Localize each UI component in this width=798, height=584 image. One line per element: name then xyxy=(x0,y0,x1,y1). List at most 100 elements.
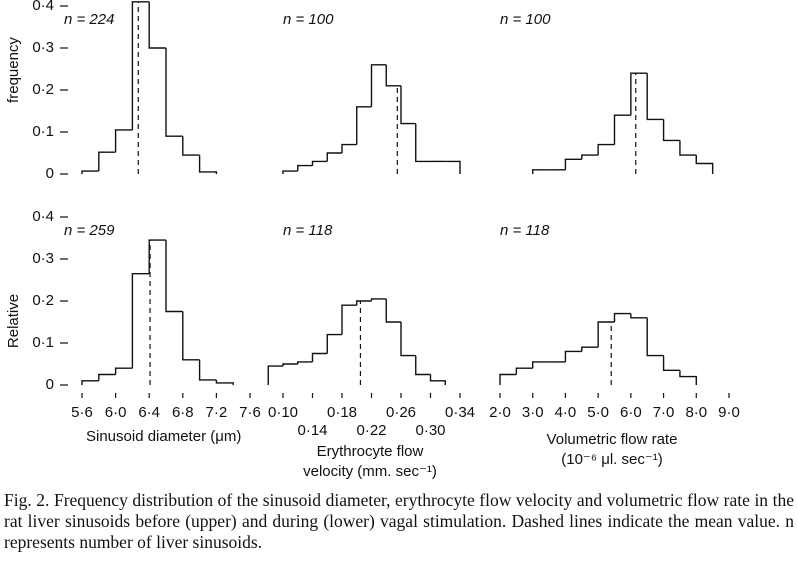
histogram-bin xyxy=(81,170,99,174)
histogram-bin xyxy=(445,160,461,174)
histogram-bin xyxy=(597,321,615,348)
histogram-bin xyxy=(198,359,217,381)
histogram-bin xyxy=(98,151,116,172)
x-axis-label: velocity (mm. sec⁻¹) xyxy=(303,463,437,480)
sample-size: n = 259 xyxy=(64,222,115,239)
histogram-bin xyxy=(662,119,680,142)
x-tick-label: 7·2 xyxy=(206,404,228,421)
y-axis-label: Relative xyxy=(5,294,22,348)
histogram-bin xyxy=(532,361,550,369)
histogram-bin xyxy=(81,380,99,385)
histogram-bin xyxy=(341,143,357,153)
x-tick-label: 0·30 xyxy=(415,422,445,439)
x-tick-label: 5·0 xyxy=(587,404,609,421)
histogram-bin xyxy=(182,311,200,361)
histogram-bin xyxy=(370,298,387,301)
x-tick-label: 6·0 xyxy=(105,404,127,421)
histogram-bin xyxy=(499,373,517,385)
x-tick-label: 3·0 xyxy=(522,404,544,421)
histogram-bin xyxy=(215,379,234,385)
y-tick-label: 0·3 xyxy=(32,250,54,267)
x-tick-label: 6·4 xyxy=(138,404,160,421)
histogram-bin xyxy=(581,154,599,160)
histogram-bin xyxy=(98,373,116,381)
x-tick-label: 0·10 xyxy=(268,404,298,421)
histogram-bin xyxy=(532,169,550,174)
histogram-bin xyxy=(385,298,401,323)
histogram-bin xyxy=(564,158,582,170)
sample-size: n = 118 xyxy=(283,222,333,239)
histogram-bin xyxy=(630,313,648,319)
sample-size: n = 100 xyxy=(500,11,551,28)
histogram-bin xyxy=(400,85,416,125)
x-axis-label: Volumetric flow rate xyxy=(547,431,678,448)
x-tick-label: 6·8 xyxy=(172,404,194,421)
y-tick-label: 0·4 xyxy=(32,208,54,225)
histogram-bin xyxy=(662,355,680,371)
histogram-bin xyxy=(311,160,328,166)
sample-size: n = 100 xyxy=(283,11,334,28)
histogram-bin xyxy=(581,346,599,352)
histogram-bin xyxy=(695,155,714,174)
x-tick-label: 2·0 xyxy=(489,404,511,421)
histogram-bin xyxy=(114,367,133,375)
histogram-bin xyxy=(297,361,313,364)
histogram-bin xyxy=(370,64,387,107)
y-tick-label: 0·1 xyxy=(32,334,54,351)
histogram-bin xyxy=(311,352,328,362)
histogram-bin xyxy=(356,106,372,145)
x-tick-label: 0·26 xyxy=(386,404,416,421)
histogram-bin xyxy=(198,155,218,174)
histogram-bin xyxy=(131,273,150,369)
histogram-bin xyxy=(326,152,342,162)
histogram-bin xyxy=(297,164,313,172)
histogram-bin xyxy=(326,333,342,354)
x-axis-label: (10⁻⁶ μl. sec⁻¹) xyxy=(561,451,663,468)
histogram-bin xyxy=(613,312,631,322)
histogram-bin xyxy=(515,367,533,375)
histogram-bin xyxy=(114,129,133,153)
histogram-bin xyxy=(613,114,631,145)
x-axis-label: Sinusoid diameter (μm) xyxy=(86,428,241,445)
caption: Fig. 2. Frequency distribution of the si… xyxy=(4,490,794,552)
x-tick-label: 7·6 xyxy=(239,404,261,421)
x-tick-label: 0·14 xyxy=(297,422,327,439)
x-axis-label: Erythrocyte flow xyxy=(317,443,424,460)
histogram-bin xyxy=(429,374,446,385)
x-tick-label: 6·0 xyxy=(620,404,642,421)
x-tick-label: 0·34 xyxy=(445,404,475,421)
y-axis-label: frequency xyxy=(5,37,22,103)
x-tick-label: 7·0 xyxy=(653,404,675,421)
histogram-bin xyxy=(341,304,357,335)
histogram-bin xyxy=(165,240,183,313)
x-tick-label: 4·0 xyxy=(555,404,577,421)
y-tick-label: 0·4 xyxy=(32,0,54,14)
x-tick-label: 8·0 xyxy=(685,404,707,421)
y-tick-label: 0·2 xyxy=(32,292,54,309)
x-tick-label: 9·0 xyxy=(718,404,740,421)
histogram-bin xyxy=(679,140,697,156)
histogram-bin xyxy=(148,239,166,274)
histogram-bin xyxy=(646,73,664,121)
histogram-bin xyxy=(597,143,615,156)
sample-size: n = 118 xyxy=(500,222,550,239)
x-tick-label: 5·6 xyxy=(71,404,93,421)
histogram-bin xyxy=(415,123,431,163)
histogram-bin xyxy=(165,48,183,137)
y-tick-label: 0·2 xyxy=(32,81,54,98)
histogram-bin xyxy=(267,365,283,385)
y-tick-label: 0 xyxy=(46,376,54,393)
x-tick-label: 0·18 xyxy=(327,404,357,421)
histogram-bin xyxy=(131,1,150,130)
histogram-bin xyxy=(385,64,401,87)
charts: n = 224 frequency 0 0·1 0·2 0·3 0·4 n = 100 n = … xyxy=(5,0,740,480)
sample-size: n = 224 xyxy=(64,11,114,28)
y-tick-label: 0·3 xyxy=(32,39,54,56)
histogram-bin xyxy=(182,136,200,156)
y-tick-label: 0·1 xyxy=(32,123,54,140)
histogram-bin xyxy=(400,322,416,357)
histogram-bin xyxy=(679,370,697,385)
y-tick-label: 0 xyxy=(46,165,54,182)
histogram-bin xyxy=(564,350,582,362)
